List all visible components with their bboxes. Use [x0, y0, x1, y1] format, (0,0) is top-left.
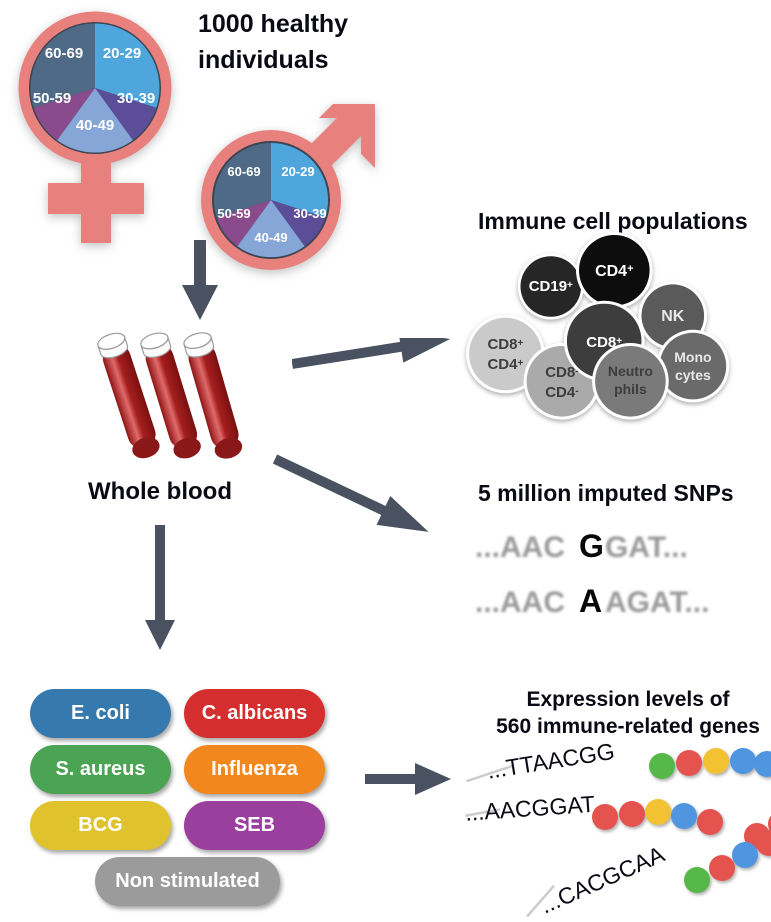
- svg-text:...AACGGAT: ...AACGGAT: [464, 791, 595, 826]
- svg-text:...CACGCAA: ...CACGCAA: [536, 841, 669, 919]
